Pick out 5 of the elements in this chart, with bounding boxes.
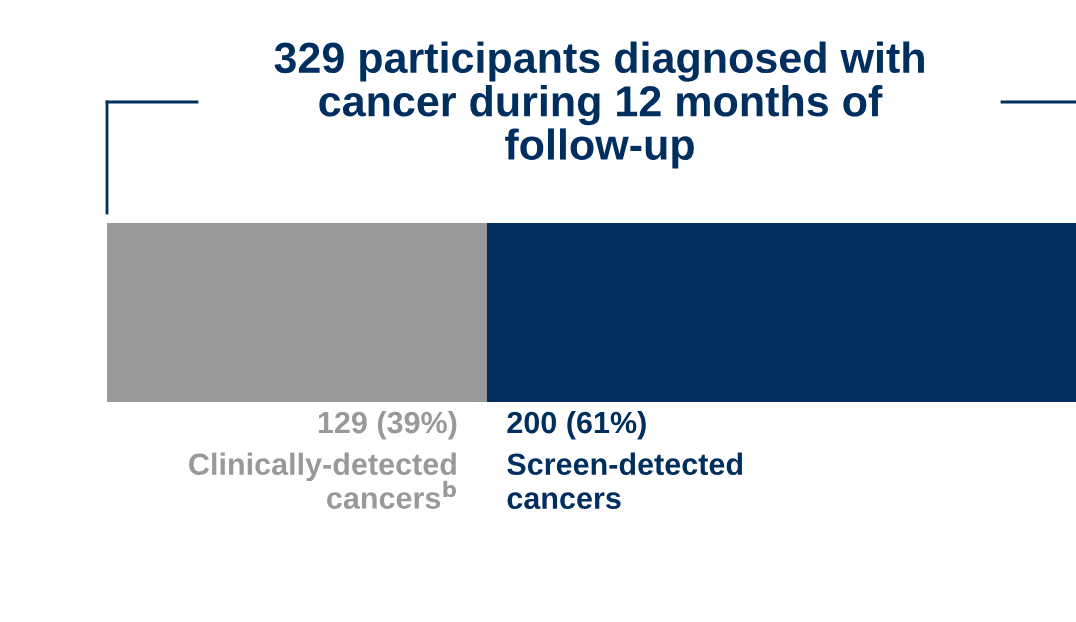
series-label: Screen-detected cancers (507, 452, 743, 510)
data-label: 200 (61%) (507, 410, 646, 440)
chart-title: 329 participants diagnosed with cancer during 12 months of follow-up (274, 41, 924, 169)
series-label: Clinically-detected cancers$^{b}$ (189, 452, 457, 509)
data-label: 129 (39%) (318, 410, 457, 440)
